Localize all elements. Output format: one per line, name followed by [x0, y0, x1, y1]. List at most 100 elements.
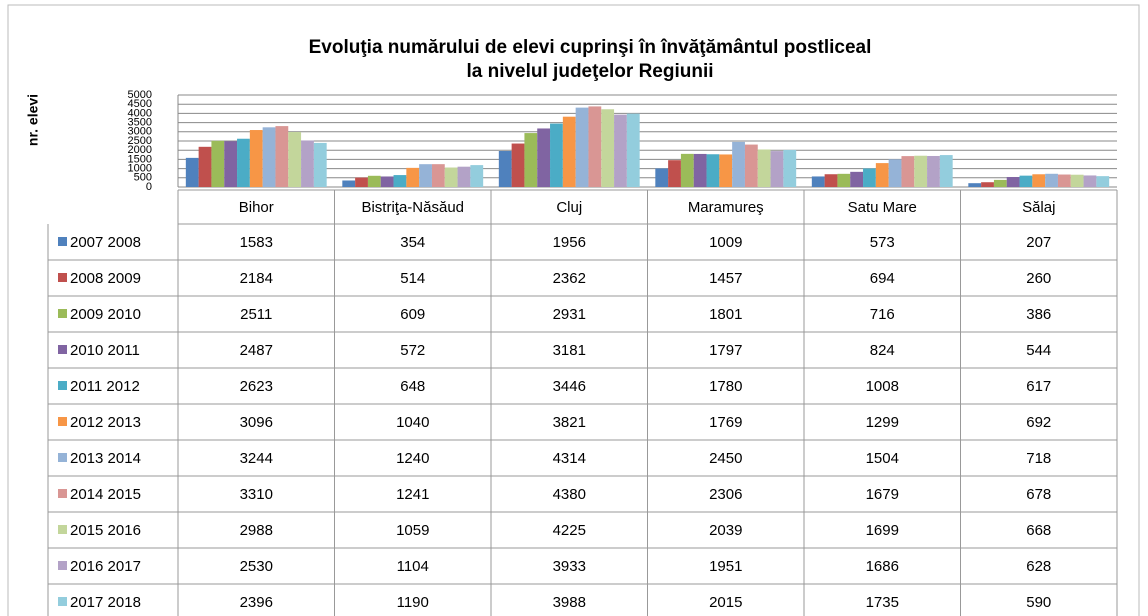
bar [431, 164, 445, 187]
bar [614, 114, 627, 187]
table-cell: 4380 [553, 486, 586, 503]
bar [888, 159, 902, 187]
bar [249, 130, 263, 187]
bar [837, 173, 851, 187]
legend-label: 2009 2010 [70, 306, 141, 323]
legend-label: 2013 2014 [70, 450, 141, 467]
table-cell: 2362 [553, 270, 586, 287]
bar [693, 153, 707, 187]
table-cell: 1686 [866, 558, 899, 575]
table-cell: 544 [1026, 342, 1051, 359]
bar [680, 153, 694, 187]
table-cell: 4225 [553, 522, 586, 539]
legend-label: 2007 2008 [70, 234, 141, 251]
chart-title: Evoluţia numărului de elevi cuprinşi în … [309, 37, 872, 58]
bar [626, 113, 640, 187]
legend-swatch [58, 453, 67, 462]
table-cell: 628 [1026, 558, 1051, 575]
y-tick-label: 5000 [128, 89, 152, 101]
table-cell: 1679 [866, 486, 899, 503]
legend-label: 2008 2009 [70, 270, 141, 287]
bar [275, 126, 289, 187]
table-cell: 590 [1026, 594, 1051, 611]
legend-swatch [58, 561, 67, 570]
legend-label: 2017 2018 [70, 594, 141, 611]
legend-label: 2011 2012 [70, 378, 140, 395]
bar [968, 183, 982, 187]
table-cell: 3933 [553, 558, 586, 575]
y-tick-label: 1500 [128, 153, 152, 165]
bar [313, 142, 327, 187]
legend-swatch [58, 237, 67, 246]
bar [939, 155, 953, 187]
table-cell: 718 [1026, 450, 1051, 467]
bar [511, 143, 525, 187]
table-cell: 2396 [240, 594, 273, 611]
table-cell: 3821 [553, 414, 586, 431]
y-tick-label: 500 [134, 172, 152, 184]
table-cell: 648 [400, 378, 425, 395]
legend-label: 2016 2017 [70, 558, 141, 575]
bar [1045, 173, 1058, 187]
bar [1006, 176, 1020, 187]
table-cell: 3310 [240, 486, 273, 503]
table-cell: 716 [870, 306, 895, 323]
bar [706, 154, 720, 187]
legend-swatch [58, 489, 67, 498]
x-tick-label: Satu Mare [848, 199, 917, 216]
bar [1032, 174, 1046, 187]
y-tick-label: 1000 [128, 163, 152, 175]
bar [981, 182, 994, 187]
bar [719, 154, 733, 187]
table-cell: 3988 [553, 594, 586, 611]
table-cell: 1009 [709, 234, 742, 251]
table-cell: 1299 [866, 414, 899, 431]
legend-swatch [58, 381, 67, 390]
x-tick-label: Maramureş [688, 199, 764, 216]
x-tick-label: Bistriţa-Năsăud [361, 199, 464, 216]
bar [237, 138, 250, 187]
table-cell: 1956 [553, 234, 586, 251]
table-cell: 1457 [709, 270, 742, 287]
table-cell: 207 [1026, 234, 1051, 251]
bar [927, 155, 940, 187]
table-cell: 1735 [866, 594, 899, 611]
table-cell: 572 [400, 342, 425, 359]
table-cell: 609 [400, 306, 425, 323]
table-cell: 2039 [709, 522, 742, 539]
bar [288, 132, 302, 187]
table-cell: 692 [1026, 414, 1051, 431]
bar [914, 155, 928, 187]
table-cell: 1104 [397, 558, 429, 575]
table-cell: 4314 [553, 450, 586, 467]
bar [550, 123, 563, 187]
bar [393, 175, 407, 187]
chart-border [7, 4, 1140, 616]
table-cell: 1008 [866, 378, 899, 395]
bar [198, 146, 212, 187]
table-cell: 668 [1026, 522, 1051, 539]
bar [770, 151, 784, 187]
table-cell: 2184 [240, 270, 273, 287]
bar [824, 174, 838, 187]
table-cell: 1769 [709, 414, 742, 431]
table-cell: 1241 [396, 486, 429, 503]
bar [380, 176, 394, 187]
table-cell: 2015 [709, 594, 742, 611]
table-cell: 3446 [553, 378, 586, 395]
bar [224, 141, 238, 187]
bar [537, 128, 551, 187]
bar [744, 144, 758, 187]
bar [1096, 176, 1110, 187]
bar [211, 140, 225, 187]
bar [444, 167, 458, 187]
bar [575, 107, 589, 187]
table-cell: 1951 [709, 558, 742, 575]
bar [783, 149, 797, 187]
bar [811, 176, 825, 187]
bar [457, 166, 471, 187]
bar [406, 167, 420, 187]
table-cell: 386 [1026, 306, 1051, 323]
table-cell: 678 [1026, 486, 1051, 503]
legend-swatch [58, 525, 67, 534]
